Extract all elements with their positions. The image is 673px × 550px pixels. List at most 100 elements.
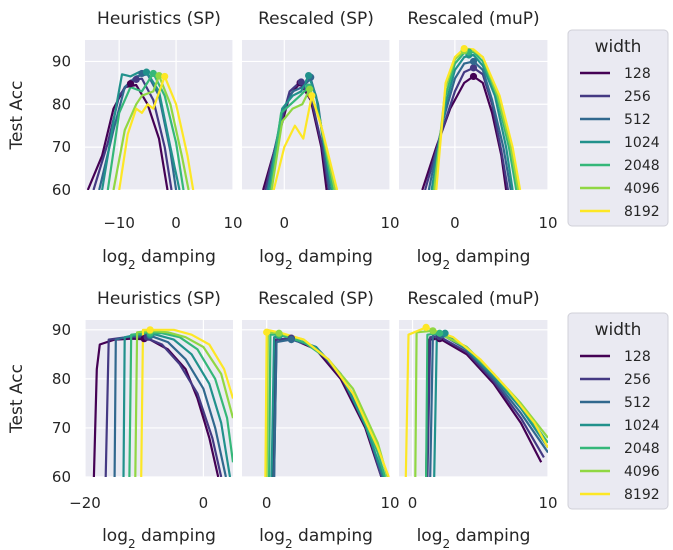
x-axis-label: log2 damping: [417, 247, 531, 272]
optimum-point-width-8192: [460, 44, 468, 53]
legend-label-1024: 1024: [624, 135, 660, 151]
x-tick-label: 0: [450, 214, 460, 232]
optimum-point-width-128: [469, 72, 478, 81]
legend-label-256: 256: [624, 89, 651, 105]
legend-label-2048: 2048: [624, 441, 660, 457]
optimum-point-width-8192: [146, 326, 154, 334]
series-group: [262, 71, 339, 190]
series-line-width-256: [426, 335, 545, 477]
optimum-point-width-8192: [263, 328, 271, 336]
optimum-point-width-4096: [429, 327, 437, 335]
optimum-point-width-512: [469, 57, 478, 66]
legend: width 128 256 512 1024 2048 4096 8192: [567, 29, 669, 227]
legend-label-2048: 2048: [624, 158, 660, 174]
series-group: [404, 323, 548, 477]
y-tick-label: 90: [52, 321, 71, 339]
optimum-point-width-8192: [308, 92, 316, 100]
optimum-point-width-1024: [441, 329, 449, 337]
series-line-width-512: [113, 334, 227, 477]
legend-title: width: [595, 37, 642, 57]
x-axis-label: log2 damping: [259, 247, 373, 272]
series-group: [92, 326, 233, 477]
x-tick-label: 0: [171, 214, 181, 232]
x-tick-label: 10: [380, 214, 399, 232]
plot-area: [242, 320, 390, 477]
series-line-width-8192: [404, 326, 548, 477]
optimum-point-width-1024: [305, 71, 313, 80]
legend-label-1024: 1024: [624, 418, 660, 434]
optimum-point-width-256: [132, 75, 140, 84]
y-tick-label: 70: [52, 138, 71, 156]
optimum-point-width-256: [297, 78, 305, 86]
optimum-point-width-8192: [161, 72, 169, 81]
series-line-width-8192: [118, 75, 195, 190]
y-tick-label: 60: [52, 181, 71, 199]
x-axis-label: log2 damping: [259, 526, 373, 550]
series-line-width-8192: [140, 328, 233, 477]
panel-title: Rescaled (muP): [407, 9, 539, 29]
plot-area: [85, 40, 233, 190]
x-tick-label: 0: [408, 494, 418, 512]
optimum-point-width-8192: [422, 323, 430, 331]
series-line-width-2048: [128, 332, 233, 477]
x-tick-label: 10: [223, 214, 242, 232]
series-line-width-256: [104, 336, 223, 477]
y-axis-label: Test Acc: [7, 81, 27, 151]
legend-label-128: 128: [624, 349, 651, 365]
optimum-point-width-1024: [142, 68, 151, 76]
series-line-width-1024: [122, 333, 232, 477]
x-tick-label: −10: [103, 214, 135, 232]
series-line-width-2048: [106, 72, 185, 190]
optimum-point-width-512: [287, 336, 295, 344]
panel-title: Heuristics (SP): [97, 289, 221, 309]
panel-title: Rescaled (SP): [258, 9, 374, 29]
y-tick-label: 90: [52, 52, 71, 70]
optimum-point-width-4096: [155, 71, 163, 80]
series-line-width-1024: [430, 53, 514, 190]
x-tick-label: 0: [280, 214, 290, 232]
legend-label-512: 512: [624, 112, 651, 128]
series-group: [86, 68, 195, 190]
x-axis-label: log2 damping: [417, 526, 531, 550]
optimum-point-width-256: [469, 64, 478, 72]
x-axis-label: log2 damping: [102, 247, 216, 272]
x-tick-label: −20: [69, 494, 101, 512]
series-line-width-4096: [112, 74, 190, 190]
legend-label-4096: 4096: [624, 464, 660, 480]
x-tick-label: 0: [199, 494, 209, 512]
legend-title: width: [595, 320, 642, 340]
legend-label-256: 256: [624, 372, 651, 388]
legend-label-128: 128: [624, 66, 651, 82]
plot-area: [399, 320, 548, 477]
series-line-width-128: [425, 337, 543, 477]
optimum-point-width-128: [126, 80, 135, 88]
series-group: [263, 328, 390, 477]
legend-box: [567, 29, 669, 227]
y-tick-label: 60: [52, 468, 71, 486]
y-axis-label: Test Acc: [7, 364, 27, 434]
y-tick-label: 80: [52, 370, 71, 388]
x-tick-label: 10: [538, 494, 557, 512]
panel-title: Rescaled (muP): [407, 289, 539, 309]
legend-box: [567, 312, 669, 510]
x-tick-label: 0: [262, 494, 272, 512]
series-line-width-8192: [272, 94, 339, 190]
panel-title: Heuristics (SP): [97, 9, 221, 29]
legend-label-8192: 8192: [624, 487, 660, 503]
optimum-point-width-2048: [436, 329, 444, 337]
legend-label-4096: 4096: [624, 181, 660, 197]
series-line-width-4096: [134, 329, 233, 477]
optimum-point-width-4096: [275, 329, 283, 337]
legend-label-8192: 8192: [624, 204, 660, 220]
series-group: [421, 44, 522, 190]
series-line-width-1024: [267, 74, 333, 190]
plot-area: [85, 320, 233, 477]
y-tick-label: 80: [52, 95, 71, 113]
optimum-point-width-4096: [306, 85, 314, 93]
legend: width 128 256 512 1024 2048 4096 8192: [567, 312, 669, 510]
legend-label-512: 512: [624, 395, 651, 411]
optimum-point-width-2048: [149, 69, 157, 78]
x-axis-label: log2 damping: [102, 526, 216, 550]
y-tick-label: 70: [52, 419, 71, 437]
